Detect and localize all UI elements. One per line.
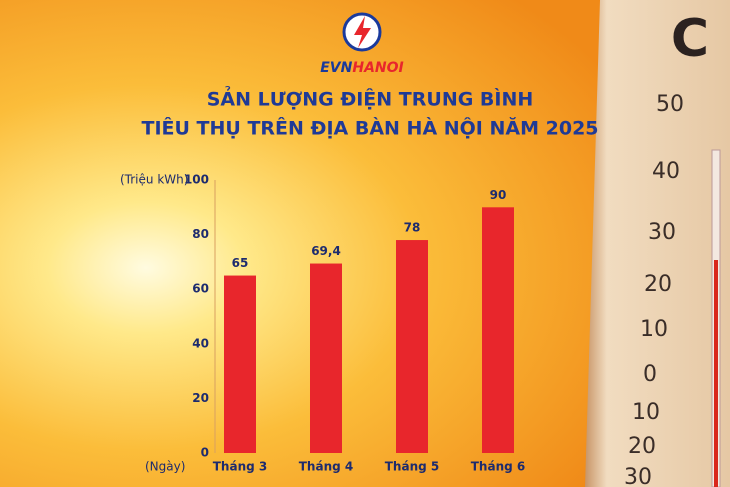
value-label: 69,4 bbox=[311, 244, 341, 258]
thermometer-unit: C bbox=[671, 9, 709, 69]
thermometer-label: 10 bbox=[632, 400, 660, 425]
y-tick-label: 60 bbox=[192, 282, 209, 296]
bar bbox=[224, 275, 256, 453]
logo: EVNHANOI bbox=[320, 12, 404, 76]
thermometer-label: 20 bbox=[644, 272, 672, 297]
y-tick-label: 20 bbox=[192, 391, 209, 405]
bar bbox=[482, 207, 514, 453]
y-tick-label: 40 bbox=[192, 336, 209, 350]
thermometer-label: 20 bbox=[628, 434, 656, 459]
y-axis-label: (Triệu kWh) bbox=[120, 173, 188, 187]
chart-title: TIÊU THỤ TRÊN ĐỊA BÀN HÀ NỘI NĂM 2025 bbox=[141, 116, 598, 140]
logo-evn: EVN bbox=[320, 60, 352, 76]
x-tick-label: Tháng 5 bbox=[385, 460, 440, 474]
bar bbox=[396, 240, 428, 453]
bar bbox=[310, 263, 342, 453]
thermometer-label: 0 bbox=[643, 362, 657, 387]
value-label: 78 bbox=[404, 221, 421, 235]
logo-hanoi: HANOI bbox=[352, 60, 403, 76]
thermometer-label: 40 bbox=[652, 159, 680, 184]
x-tick-label: Tháng 6 bbox=[471, 460, 526, 474]
svg-text:EVNHANOI: EVNHANOI bbox=[320, 60, 404, 76]
y-tick-label: 80 bbox=[192, 227, 209, 241]
thermometer-label: 30 bbox=[648, 220, 676, 245]
thermometer-label: 10 bbox=[640, 317, 668, 342]
y-tick-label: 100 bbox=[184, 173, 209, 187]
value-label: 90 bbox=[490, 188, 507, 202]
x-tick-label: Tháng 3 bbox=[213, 460, 268, 474]
thermometer: C bbox=[585, 0, 730, 487]
x-tick-label: Tháng 4 bbox=[299, 460, 354, 474]
chart-title: SẢN LƯỢNG ĐIỆN TRUNG BÌNH bbox=[207, 86, 534, 111]
value-label: 65 bbox=[232, 256, 249, 270]
thermometer-label: 50 bbox=[656, 92, 684, 117]
y-tick-label: 0 bbox=[201, 446, 209, 460]
thermometer-label: 30 bbox=[624, 465, 652, 487]
x-axis-label: (Ngày) bbox=[145, 460, 185, 474]
